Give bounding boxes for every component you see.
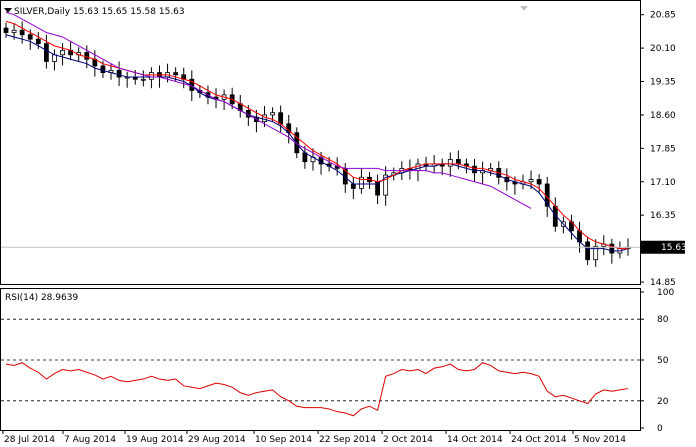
- time-tick-label: 10 Sep 2014: [255, 435, 312, 445]
- time-tick-label: 2 Oct 2014: [383, 435, 433, 445]
- price-tick-label: 14.85: [650, 278, 676, 288]
- candle-body: [52, 54, 57, 62]
- candle-body: [116, 69, 122, 78]
- price-axis: 20.85 20.10 19.35 18.60 17.85 17.10 16.35 14.85: [640, 11, 676, 288]
- candle-body: [455, 159, 461, 165]
- rsi-line-group: [5, 362, 629, 417]
- time-tick-label: 19 Aug 2014: [126, 435, 184, 445]
- candle-body: [3, 27, 9, 33]
- candle-body: [100, 65, 106, 74]
- candle-body: [585, 241, 591, 261]
- price-tick-label: 20.10: [650, 44, 676, 54]
- candle-body: [383, 174, 389, 196]
- candle-body: [593, 245, 599, 261]
- candle-body: [140, 78, 146, 81]
- moving-averages: [5, 11, 629, 252]
- candle-body: [350, 183, 356, 189]
- candle-body: [11, 29, 17, 33]
- candle-body: [43, 43, 49, 62]
- dropdown-triangle-icon[interactable]: [4, 8, 12, 13]
- candle-body: [536, 179, 542, 185]
- scroll-marker-icon[interactable]: [520, 6, 528, 11]
- rsi-levels: [1, 318, 640, 402]
- current-price-label: 15.63: [661, 243, 687, 253]
- ma-line-3: [5, 11, 532, 209]
- candle-body: [270, 112, 275, 116]
- candle-body: [19, 29, 25, 36]
- time-tick-label: 22 Sep 2014: [319, 435, 376, 445]
- current-price-tag: [641, 240, 685, 254]
- time-tick-label: 7 Aug 2014: [64, 435, 116, 445]
- price-tick-label: 20.85: [650, 11, 676, 21]
- candle-body: [528, 179, 534, 183]
- candle-body: [359, 176, 364, 189]
- time-tick-label: 5 Nov 2014: [574, 435, 626, 445]
- candle-body: [27, 34, 33, 40]
- rsi-tick-label: 0: [657, 424, 663, 434]
- price-panel[interactable]: [0, 0, 641, 285]
- candle-body: [35, 38, 41, 45]
- rsi-tick-label: 20: [657, 397, 669, 407]
- rsi-tick-label: 50: [657, 356, 669, 366]
- rsi-axis: 100 80 50 20 0: [640, 288, 674, 434]
- candle-body: [609, 243, 615, 254]
- candle-body: [472, 165, 477, 174]
- candle-body: [84, 52, 90, 60]
- rsi-line: [5, 362, 629, 417]
- candle-body: [415, 163, 421, 172]
- rsi-tick-label: 100: [657, 288, 674, 298]
- price-tick-label: 17.10: [650, 178, 676, 188]
- ma-line-2: [5, 20, 628, 250]
- time-tick-label: 28 Jul 2014: [4, 435, 55, 445]
- time-tick-label: 14 Oct 2014: [447, 435, 503, 445]
- candle-body: [60, 49, 65, 56]
- candle-body: [278, 112, 284, 125]
- rsi-tick-label: 80: [657, 315, 669, 325]
- ma-line-1: [5, 34, 629, 252]
- time-axis: 28 Jul 2014 7 Aug 2014 19 Aug 2014 29 Aug 2…: [2, 430, 626, 445]
- price-tick-label: 16.35: [650, 211, 676, 221]
- price-header: SILVER,Daily 15.63 15.65 15.58 15.63: [14, 7, 185, 17]
- time-tick-label: 24 Oct 2014: [511, 435, 567, 445]
- time-tick-label: 29 Aug 2014: [188, 435, 246, 445]
- price-tick-label: 18.60: [650, 111, 676, 121]
- price-tick-label: 17.85: [650, 144, 676, 154]
- candle-body: [173, 72, 179, 76]
- candle-body: [149, 72, 154, 80]
- candle-body: [447, 159, 453, 167]
- rsi-panel[interactable]: [0, 288, 641, 431]
- candle-body: [262, 114, 267, 123]
- price-tick-label: 19.35: [650, 78, 676, 88]
- rsi-header: RSI(14) 28.9639: [5, 293, 78, 303]
